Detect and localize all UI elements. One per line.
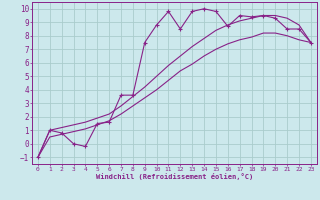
X-axis label: Windchill (Refroidissement éolien,°C): Windchill (Refroidissement éolien,°C) [96,173,253,180]
